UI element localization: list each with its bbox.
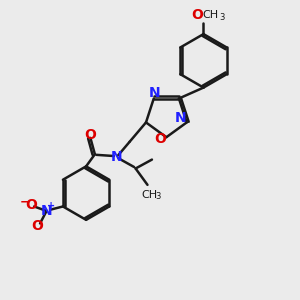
Text: O: O [154, 132, 166, 146]
Text: −: − [20, 196, 30, 208]
Text: O: O [25, 198, 37, 212]
Text: O: O [191, 8, 203, 22]
Text: +: + [47, 201, 55, 211]
Text: 3: 3 [155, 192, 160, 201]
Text: O: O [85, 128, 96, 142]
Text: O: O [32, 219, 44, 233]
Text: CH: CH [141, 190, 157, 200]
Text: N: N [175, 111, 187, 125]
Text: 3: 3 [219, 14, 225, 22]
Text: N: N [41, 204, 52, 218]
Text: N: N [110, 150, 122, 164]
Text: CH: CH [203, 11, 219, 20]
Text: N: N [149, 86, 161, 100]
